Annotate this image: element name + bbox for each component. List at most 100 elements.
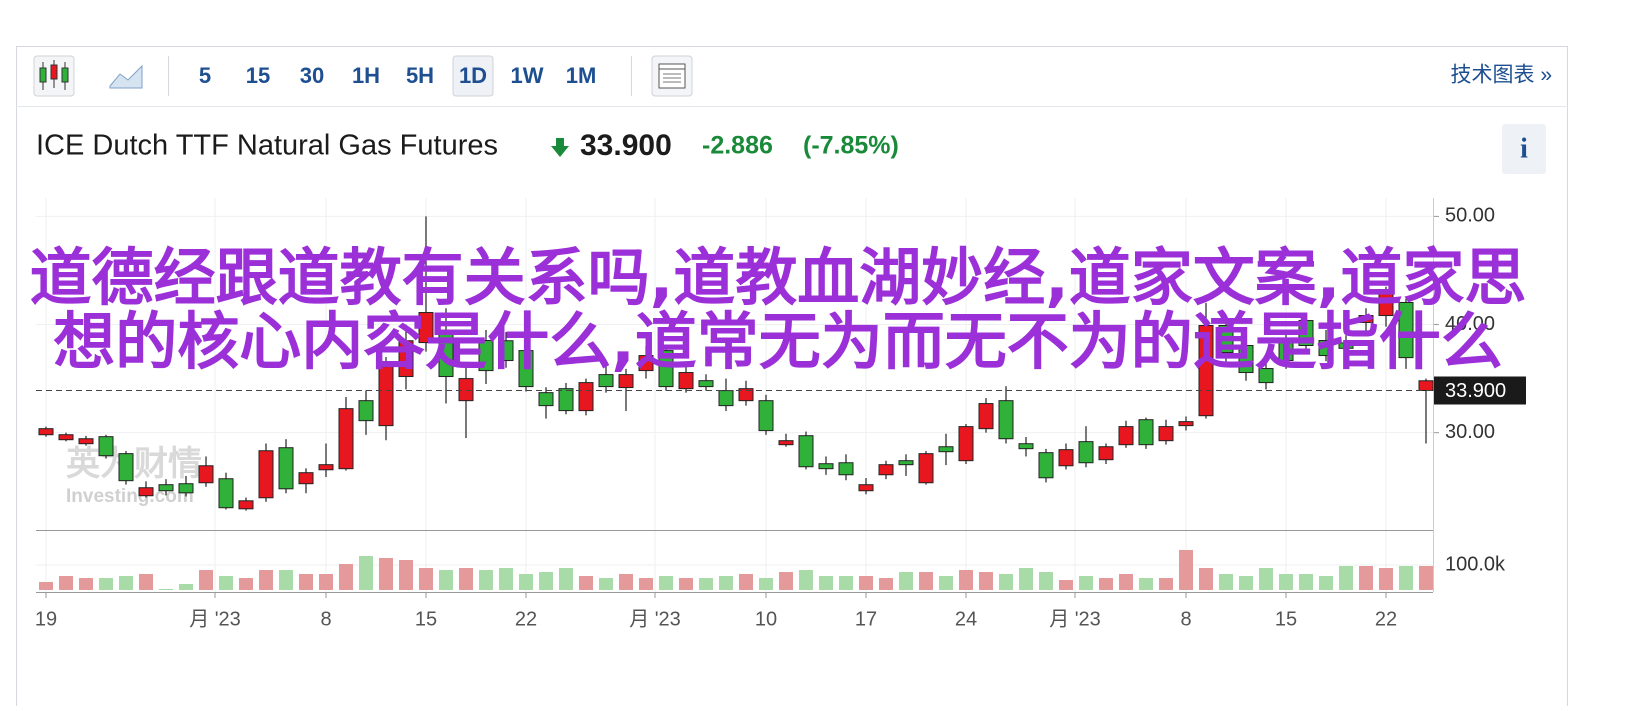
candle-body [1398, 301, 1414, 359]
y-tick-label: 50.00 [1445, 205, 1495, 227]
candle-body [298, 472, 314, 485]
candle-body [638, 355, 654, 372]
candle-body [118, 453, 134, 482]
candle-body [1038, 452, 1054, 479]
candle-body [658, 350, 674, 388]
volume-bar [579, 576, 593, 590]
candle-body [38, 428, 54, 436]
active-interval-bg [452, 55, 494, 97]
volume-bar [739, 574, 753, 590]
candle-icon[interactable] [33, 55, 75, 97]
candle-body [558, 388, 574, 412]
candle-body [258, 450, 274, 499]
candle-body [1098, 446, 1114, 461]
candle-body [1158, 426, 1174, 442]
candle-body [138, 487, 154, 497]
interval-button[interactable]: 1M [566, 63, 597, 88]
last-price: 33.900 [580, 129, 672, 162]
candle-body [778, 440, 794, 446]
candle-body [798, 435, 814, 468]
interval-button[interactable]: 1D [459, 63, 487, 88]
x-tick-label: 22 [1375, 608, 1397, 630]
volume-bar [99, 578, 113, 590]
candle-body [1338, 342, 1354, 349]
info-icon[interactable]: i [1520, 133, 1528, 164]
volume-bar [59, 576, 73, 590]
panel [16, 46, 1568, 711]
volume-bar [599, 578, 613, 590]
volume-bar [399, 560, 413, 590]
price-change: -2.886 [702, 132, 773, 160]
volume-tick-label: 100.0k [1445, 553, 1506, 575]
interval-button[interactable]: 1H [352, 63, 380, 88]
candle-body [618, 374, 634, 389]
volume-bar [519, 574, 533, 590]
candle-body [378, 366, 394, 427]
interval-button[interactable]: 5H [406, 63, 434, 88]
candle-body [498, 340, 514, 362]
volume-bar [1299, 574, 1313, 590]
candle-body [1298, 320, 1314, 347]
interval-button[interactable]: 30 [300, 63, 324, 88]
volume-bar [759, 578, 773, 590]
down-arrow [551, 138, 569, 157]
volume-bar [619, 574, 633, 590]
candle-body [1418, 380, 1434, 391]
volume-bar [1419, 566, 1433, 590]
candle-body [578, 382, 594, 412]
candle-body [1378, 292, 1394, 317]
volume-bar [239, 578, 253, 590]
area-icon[interactable] [109, 64, 143, 89]
technical-chart-link[interactable]: 技术图表 » [1450, 64, 1552, 87]
candle-body [318, 464, 334, 471]
volume-bar [479, 570, 493, 590]
x-tick-label: 8 [320, 608, 331, 630]
candle-body [958, 426, 974, 462]
volume-bar [719, 576, 733, 590]
instrument-title: ICE Dutch TTF Natural Gas Futures [36, 130, 498, 162]
volume-bar [1139, 578, 1153, 590]
candle-body [98, 436, 114, 457]
candle-body [458, 378, 474, 402]
candle-body [1178, 421, 1194, 427]
volume-bar [359, 556, 373, 590]
last-price-tag [1434, 376, 1526, 405]
candle-body [1138, 419, 1154, 446]
volume-bar [919, 572, 933, 590]
volume-bar [1059, 580, 1073, 590]
volume-bar [219, 576, 233, 590]
volume-bar [1399, 566, 1413, 590]
candle-body [1218, 325, 1234, 354]
volume-bar [259, 570, 273, 590]
candle-body [718, 390, 734, 407]
volume-bar [379, 558, 393, 590]
interval-button[interactable]: 15 [246, 63, 270, 88]
interval-button[interactable]: 5 [199, 63, 211, 88]
layout-icon[interactable] [651, 55, 693, 97]
candle-body [218, 478, 234, 509]
candle-body [738, 388, 754, 402]
candle-body [1118, 426, 1134, 446]
candle-body [358, 400, 374, 422]
volume-bar [279, 570, 293, 590]
volume-bar [879, 578, 893, 590]
volume-bar [979, 572, 993, 590]
x-tick-label: 24 [955, 608, 977, 630]
volume-bar [1259, 568, 1273, 590]
volume-bar [1039, 572, 1053, 590]
watermark-site: Investing.com [66, 486, 194, 507]
candle-body [418, 312, 434, 344]
candle-body [1238, 345, 1254, 374]
volume-bar [1319, 576, 1333, 590]
interval-button[interactable]: 1W [511, 63, 544, 88]
volume-bar [119, 576, 133, 590]
info-button[interactable] [1502, 124, 1546, 174]
volume-bar [1099, 578, 1113, 590]
candle-body [838, 462, 854, 476]
x-tick-label: 19 [35, 608, 57, 630]
x-tick-label: 17 [855, 608, 877, 630]
volume-bar [339, 564, 353, 590]
candle-body [198, 465, 214, 484]
